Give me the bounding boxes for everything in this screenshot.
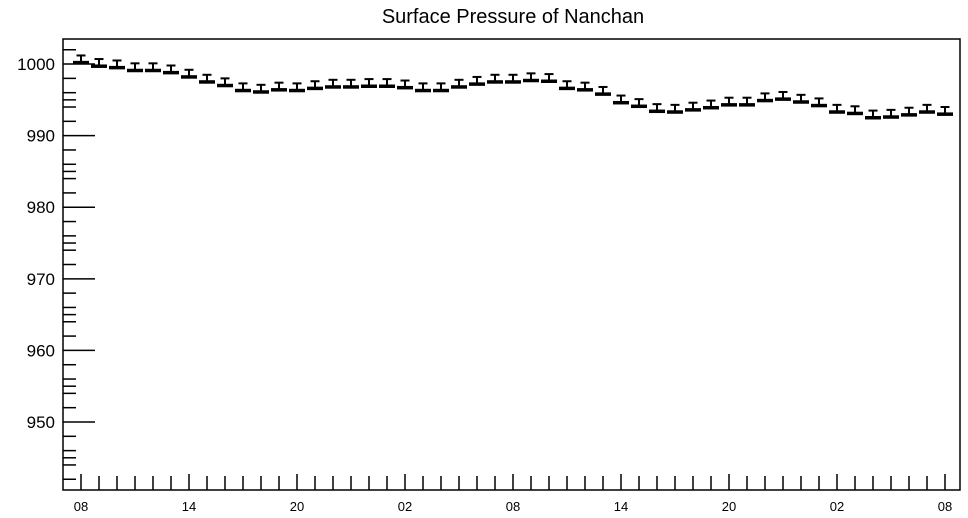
data-point [271,81,287,92]
data-point [451,78,467,89]
data-point [343,78,359,89]
data-point [253,83,269,94]
data-point [217,77,233,88]
data-point [721,96,737,107]
data-point [487,73,503,84]
data-point [847,105,863,116]
x-tick-label: 02 [830,499,844,514]
data-point [415,82,431,93]
x-tick-label: 08 [506,499,520,514]
data-point [667,103,683,114]
y-tick-label: 970 [27,270,55,289]
x-tick-label: 20 [722,499,736,514]
data-point [793,93,809,104]
data-point [361,78,377,88]
x-tick-label: 08 [74,499,88,514]
y-tick-label: 1000 [17,55,55,74]
data-point [937,106,953,116]
data-point [559,80,575,91]
y-tick-label: 950 [27,413,55,432]
data-point [523,72,539,83]
data-point [577,81,593,92]
x-tick-label: 14 [182,499,196,514]
data-point [919,103,935,114]
data-point [613,94,629,105]
data-point [145,62,161,73]
data-point [307,80,323,91]
x-tick-label: 20 [290,499,304,514]
y-tick-label: 960 [27,341,55,360]
data-point [73,54,89,65]
x-tick-label: 08 [938,499,952,514]
data-point [829,103,845,114]
data-point [757,92,773,103]
y-axis: 1000 990 980 970 960 950 [17,48,95,481]
data-point [379,78,395,88]
data-point [163,64,179,75]
data-point [739,96,755,107]
data-point [901,106,917,117]
data-point [181,68,197,79]
x-axis: 08 14 20 02 08 14 20 02 08 [74,474,952,514]
data-points [73,54,953,120]
data-point [631,98,647,109]
data-point [649,103,665,114]
data-point [127,62,143,73]
x-tick-label: 14 [614,499,628,514]
data-point [541,73,557,83]
y-tick-label: 990 [27,127,55,146]
data-point [433,82,449,93]
data-point [109,59,125,70]
data-point [91,58,107,68]
data-point [289,82,305,93]
data-point [199,73,215,84]
data-point [703,99,719,110]
chart-title: Surface Pressure of Nanchan [382,6,644,28]
data-point [865,109,881,120]
data-point [469,75,485,86]
data-point [505,73,521,84]
data-point [595,85,611,96]
data-point [397,79,413,90]
data-point [325,78,341,89]
data-point [685,101,701,112]
x-tick-label: 02 [398,499,412,514]
data-point [883,108,899,119]
data-point [235,82,251,93]
y-tick-label: 980 [27,198,55,217]
data-point [775,90,791,101]
data-point [811,97,827,108]
